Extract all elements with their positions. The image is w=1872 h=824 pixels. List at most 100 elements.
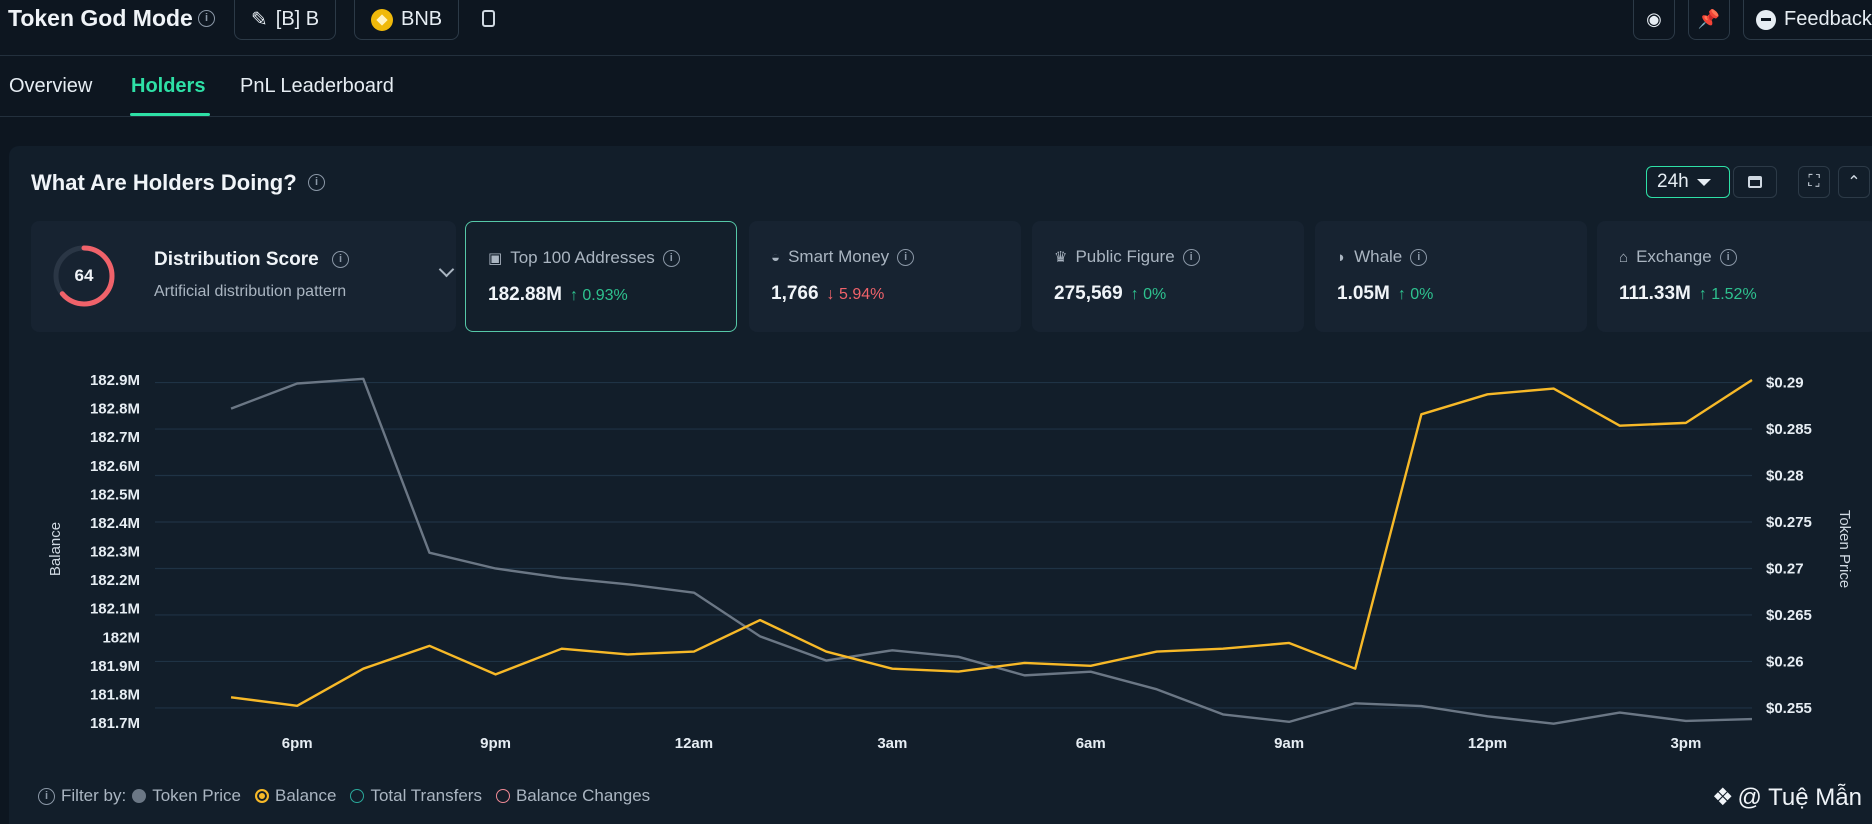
filter-label: Filter by: [61,786,127,805]
app-title: Token God Mode [8,5,193,31]
info-icon[interactable]: i [1410,248,1428,266]
info-icon[interactable]: i [1719,248,1737,266]
change-value: 0.93% [582,287,628,304]
top-bar: Token God Mode i ✎ [B] B BNB ◉ 📌 Feedbac… [0,0,1872,56]
y-tick-label: 182.6M [90,458,140,475]
legend-dot-icon [255,789,270,803]
change-value: 5.94% [839,286,885,303]
change-value: 0% [1143,286,1167,303]
calendar-button[interactable] [1733,166,1777,198]
change-value: 0% [1410,286,1434,303]
score-ring [53,245,115,307]
brain-icon: ◒ [771,248,781,266]
token-chip[interactable]: ✎ [B] B [234,0,337,40]
wallet-icon: ▣ [488,250,503,267]
balance-line [230,378,1753,708]
change-up: ↑ 0% [1397,286,1434,303]
bank-icon: ⌂ [1619,248,1629,266]
info-icon[interactable]: i [198,10,215,27]
bnb-logo-icon [371,8,393,31]
y2-tick-label: $0.275 [1766,514,1812,531]
tab-holders[interactable]: Holders [131,75,206,97]
card-label: Exchange [1636,247,1712,266]
expand-icon: ⛶ [1808,173,1820,190]
change-up: ↑ 0.93% [569,287,628,304]
pin-button[interactable]: 📌 [1688,0,1730,40]
filter-balance[interactable]: Balance [255,786,336,806]
card-whale[interactable]: ◗ Whale i 1.05M ↑ 0% [1315,221,1587,332]
tab-pnl-leaderboard[interactable]: PnL Leaderboard [240,75,394,97]
filter-total-transfers[interactable]: Total Transfers [350,786,482,806]
collapse-button[interactable]: ⌃ [1838,166,1870,198]
y-tick-label: 182.1M [90,601,140,618]
card-top-100-addresses[interactable]: ▣ Top 100 Addresses i 182.88M ↑ 0.93% [465,221,737,332]
tab-bar: Overview Holders PnL Leaderboard [0,57,1872,117]
chevron-up-icon: ⌃ [1847,174,1861,191]
info-icon[interactable]: i [662,249,680,267]
card-value: 1,766 [771,283,819,304]
distribution-score-card[interactable]: 64 Distribution Score i Artificial distr… [31,221,456,332]
info-icon[interactable]: i [1182,248,1200,266]
y2-tick-label: $0.255 [1766,700,1812,717]
panel-title: What Are Holders Doing? [31,170,297,195]
card-value: 111.33M [1619,283,1691,304]
info-icon[interactable]: i [38,787,55,805]
x-tick-label: 3pm [1670,735,1701,752]
eye-icon: ◉ [1646,9,1662,29]
x-tick-label: 12am [675,735,713,752]
x-tick-label: 9am [1274,735,1304,752]
active-tab-indicator [130,113,210,116]
filter-item-label: Balance Changes [515,786,651,805]
filter-token-price[interactable]: Token Price [132,786,241,806]
x-tick-label: 6am [1076,735,1106,752]
x-tick-label: 3am [877,735,907,752]
filter-item-label: Total Transfers [370,786,482,805]
time-range-select[interactable]: 24h [1646,166,1730,198]
y-tick-label: 182.7M [90,429,140,446]
score-value: 64 [74,266,94,285]
y2-tick-label: $0.265 [1766,607,1812,624]
card-exchange[interactable]: ⌂ Exchange i 111.33M ↑ 1.52% [1597,221,1872,332]
legend-dot-icon [495,789,510,803]
card-value: 1.05M [1337,283,1390,304]
whale-icon: ◗ [1337,248,1347,266]
calendar-icon [1748,176,1762,188]
y-tick-label: 181.7M [90,715,140,732]
watermark: ❖ @ Tuệ Mẫn [1712,783,1862,812]
info-icon[interactable]: i [332,251,349,268]
copy-icon[interactable] [482,10,495,27]
watermark-text: @ Tuệ Mẫn [1737,783,1862,811]
watch-button[interactable]: ◉ [1633,0,1675,40]
pencil-icon: ✎ [251,9,268,31]
person-icon: ♛ [1054,249,1068,266]
x-tick-label: 12pm [1468,735,1507,752]
filter-item-label: Balance [275,786,337,805]
chevron-down-icon[interactable] [438,261,455,278]
card-label: Smart Money [788,247,890,266]
holders-chart[interactable]: $0.29 $0.285 $0.28 $0.275 $0.27 $0.265 $0.26 $0… [0,350,1872,760]
card-public-figure[interactable]: ♛ Public Figure i 275,569 ↑ 0% [1032,221,1304,332]
y2-tick-label: $0.27 [1766,560,1804,577]
feedback-label: Feedback [1784,8,1872,30]
caret-down-icon [1696,178,1711,186]
y-tick-label: 182.4M [90,515,140,532]
filter-item-label: Token Price [152,786,242,805]
token-price-line [230,377,1753,725]
card-label: Whale [1354,247,1403,266]
y-tick-label: 182.9M [90,372,140,389]
feedback-button[interactable]: Feedback [1743,0,1872,40]
info-icon[interactable]: i [308,174,325,191]
change-up: ↑ 0% [1130,286,1167,303]
info-icon[interactable]: i [897,248,915,266]
y-tick-label: 182M [102,629,140,646]
fullscreen-button[interactable]: ⛶ [1798,166,1830,198]
x-tick-label: 9pm [480,735,511,752]
y2-tick-label: $0.285 [1766,421,1812,438]
chain-chip[interactable]: BNB [354,0,460,40]
tab-overview[interactable]: Overview [9,75,93,97]
filter-balance-changes[interactable]: Balance Changes [495,786,651,806]
y2-tick-label: $0.28 [1766,468,1804,485]
x-tick-label: 6pm [282,735,313,752]
card-smart-money[interactable]: ◒ Smart Money i 1,766 ↓ 5.94% [749,221,1021,332]
y-tick-label: 181.9M [90,658,140,675]
